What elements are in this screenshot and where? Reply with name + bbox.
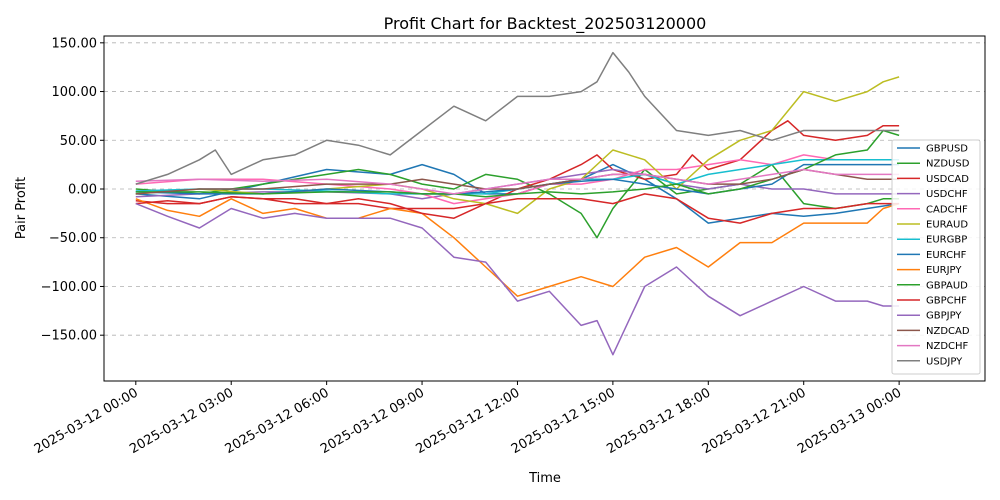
legend: GBPUSD NZDUSD USDCAD USDCHF CADCHF EURAUD EURG…: [891, 139, 981, 375]
y-tick-label: 100.00: [52, 85, 98, 100]
series-line-nzdchf: [135, 168, 900, 195]
y-tick-label: 150.00: [52, 36, 98, 51]
legend-label-nzdcad: NZDCAD: [926, 326, 970, 337]
y-tick-label: −100.00: [41, 280, 97, 295]
legend-label-eurchf: EURCHF: [926, 250, 967, 261]
legend-label-gbpaud: GBPAUD: [926, 280, 968, 291]
series-line-gbpjpy: [135, 202, 900, 356]
legend-label-usdjpy: USDJPY: [926, 356, 963, 367]
y-tick-label: 0.00: [68, 183, 97, 198]
plot-frame: [103, 35, 986, 382]
legend-label-gbpjpy: GBPJPY: [926, 311, 962, 322]
series-line-gbpaud: [135, 129, 900, 198]
legend-label-eurgbp: EURGBP: [926, 235, 967, 246]
legend-label-usdcad: USDCAD: [926, 174, 969, 185]
legend-label-nzdchf: NZDCHF: [926, 341, 969, 352]
legend-label-cadchf: CADCHF: [926, 204, 968, 215]
series-line-gbpchf: [135, 193, 900, 224]
series-lines: [135, 51, 900, 356]
legend-label-usdchf: USDCHF: [926, 189, 968, 200]
y-axis: −150.00 −100.00 −50.00 0.00 50.00 100.00 150.0…: [41, 36, 104, 344]
x-axis-label: Time: [528, 471, 561, 486]
y-tick-label: −50.00: [49, 231, 97, 246]
series-line-eurjpy: [135, 198, 900, 297]
legend-label-gbpchf: GBPCHF: [926, 296, 967, 307]
series-line-usdcad: [135, 120, 900, 210]
series-line-usdjpy: [135, 51, 900, 185]
y-axis-label: Pair Profit: [14, 177, 29, 239]
y-tick-label: 50.00: [60, 134, 97, 149]
y-tick-label: −150.00: [41, 329, 97, 344]
chart-title: Profit Chart for Backtest_202503120000: [384, 14, 707, 34]
legend-label-nzdusd: NZDUSD: [926, 159, 970, 170]
series-line-euraud: [135, 76, 900, 215]
legend-label-eurjpy: EURJPY: [926, 265, 962, 276]
legend-label-euraud: EURAUD: [926, 220, 968, 231]
series-line-nzdusd: [135, 163, 900, 239]
legend-label-gbpusd: GBPUSD: [926, 144, 968, 155]
